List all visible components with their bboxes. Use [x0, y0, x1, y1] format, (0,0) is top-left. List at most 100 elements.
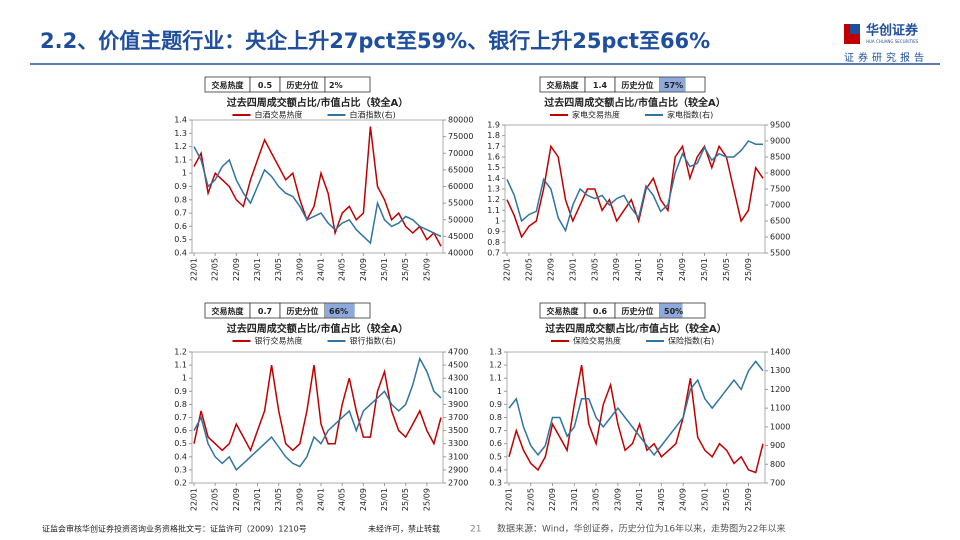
y-tick-label: 1.9 — [487, 121, 500, 130]
series-line — [508, 364, 764, 474]
y-tick-label: 0.5 — [174, 235, 187, 244]
y2-tick-label: 1200 — [770, 385, 790, 394]
y-tick-label: 1.4 — [487, 174, 500, 183]
page-number: 21 — [470, 525, 481, 535]
table-text: 交易热度 — [212, 306, 245, 316]
table-text: 交易热度 — [212, 80, 245, 90]
y2-tick-label: 2700 — [448, 479, 468, 488]
y-tick-label: 1.8 — [487, 131, 500, 140]
series-line — [506, 144, 764, 239]
x-tick-label: 22/01 — [190, 488, 199, 511]
y2-tick-label: 65000 — [448, 165, 473, 174]
x-tick-label: 25/09 — [744, 488, 753, 511]
y2-tick-label: 40000 — [448, 249, 473, 258]
x-tick-label: 22/09 — [548, 488, 557, 511]
y2-tick-label: 45000 — [448, 232, 473, 241]
y2-tick-label: 3500 — [448, 426, 468, 435]
y2-tick-label: 1400 — [770, 348, 790, 357]
y2-tick-label: 55000 — [448, 199, 473, 208]
legend-label: 保险交易热度 — [573, 336, 621, 346]
y2-tick-label: 2900 — [448, 465, 468, 474]
y-tick-label: 0.6 — [174, 426, 187, 435]
x-tick-label: 25/09 — [422, 488, 431, 511]
footer-license: 证监会审核华创证券投资咨询业务资格批文号：证监许可（2009）1210号 — [42, 524, 307, 534]
x-tick-label: 23/05 — [274, 488, 283, 511]
series-line — [193, 364, 442, 453]
series-line — [193, 126, 442, 247]
percentile-label: 66% — [329, 307, 348, 316]
x-tick-label: 23/09 — [613, 488, 622, 511]
legend-label: 家电指数(右) — [667, 110, 713, 120]
y2-tick-label: 8000 — [770, 169, 790, 178]
x-tick-label: 23/05 — [274, 258, 283, 281]
y2-tick-label: 3100 — [448, 452, 468, 461]
x-tick-label: 24/09 — [679, 488, 688, 511]
legend-label: 白酒指数(右) — [350, 110, 396, 120]
y-tick-label: 1.1 — [487, 206, 500, 215]
y2-tick-label: 80000 — [448, 116, 473, 125]
footer-source: 数据来源：Wind，华创证券，历史分位为16年以来，走势图为22年以来 — [497, 523, 786, 535]
footer-notice: 未经许可，禁止转载 — [368, 524, 440, 534]
x-tick-label: 22/05 — [524, 258, 533, 281]
series-line — [193, 356, 442, 472]
y2-tick-label: 9000 — [770, 137, 790, 146]
y2-tick-label: 900 — [770, 441, 785, 450]
table-text: 0.7 — [258, 307, 272, 316]
y-tick-label: 1.5 — [487, 163, 500, 172]
y-tick-label: 0.8 — [489, 413, 502, 422]
y-tick-label: 0.6 — [174, 222, 187, 231]
x-tick-label: 22/01 — [503, 258, 512, 281]
table-text: 0.5 — [258, 81, 273, 90]
table-text: 历史分位 — [622, 80, 654, 90]
y-tick-label: 1.3 — [174, 129, 187, 138]
y-tick-label: 1.2 — [174, 142, 187, 151]
percentile-bar — [660, 303, 683, 318]
x-tick-label: 22/05 — [526, 488, 535, 511]
x-tick-label: 24/01 — [317, 488, 326, 511]
percentile-bar — [325, 77, 326, 92]
y2-tick-label: 3700 — [448, 413, 468, 422]
x-tick-label: 25/01 — [700, 258, 709, 281]
x-tick-label: 25/05 — [722, 488, 731, 511]
y2-tick-label: 4100 — [448, 387, 468, 396]
x-tick-label: 22/05 — [211, 258, 220, 281]
y2-tick-label: 8500 — [770, 153, 790, 162]
x-tick-label: 22/01 — [505, 488, 514, 511]
x-tick-label: 25/05 — [722, 258, 731, 281]
y-tick-label: 1 — [497, 387, 502, 396]
y-tick-label: 0.8 — [174, 400, 187, 409]
y-tick-label: 0.8 — [174, 195, 187, 204]
y2-tick-label: 75000 — [448, 132, 473, 141]
x-tick-label: 22/09 — [546, 258, 555, 281]
y-tick-label: 1.2 — [489, 361, 502, 370]
x-tick-label: 25/05 — [401, 258, 410, 281]
y2-tick-label: 4300 — [448, 374, 468, 383]
y-tick-label: 0.5 — [489, 452, 502, 461]
legend-label: 保险指数(右) — [668, 336, 714, 346]
x-tick-label: 23/09 — [295, 488, 304, 511]
x-tick-label: 23/09 — [295, 258, 304, 281]
y2-tick-label: 4700 — [448, 348, 468, 357]
y-tick-label: 0.9 — [487, 227, 500, 236]
x-tick-label: 25/01 — [700, 488, 709, 511]
x-tick-label: 24/01 — [634, 258, 643, 281]
x-tick-label: 24/05 — [657, 488, 666, 511]
logo-en: HUA CHUANG SECURITIES — [866, 39, 919, 44]
chart-title: 过去四周成交额占比/市值占比（较全A） — [545, 322, 726, 335]
y2-tick-label: 1000 — [770, 422, 790, 431]
y-tick-label: 1.3 — [489, 348, 502, 357]
y-tick-label: 1.1 — [489, 374, 502, 383]
logo: 华创证券 — [866, 23, 919, 39]
y-tick-label: 0.3 — [489, 479, 502, 488]
y-tick-label: 0.8 — [487, 238, 500, 247]
y2-tick-label: 1300 — [770, 366, 790, 375]
x-tick-label: 23/01 — [570, 488, 579, 511]
x-tick-label: 23/09 — [612, 258, 621, 281]
percentile-label: 57% — [664, 81, 683, 90]
y2-tick-label: 50000 — [448, 215, 473, 224]
table-text: 历史分位 — [287, 80, 319, 90]
x-tick-label: 23/01 — [253, 488, 262, 511]
x-tick-label: 25/09 — [744, 258, 753, 281]
y-tick-label: 0.7 — [487, 249, 500, 258]
